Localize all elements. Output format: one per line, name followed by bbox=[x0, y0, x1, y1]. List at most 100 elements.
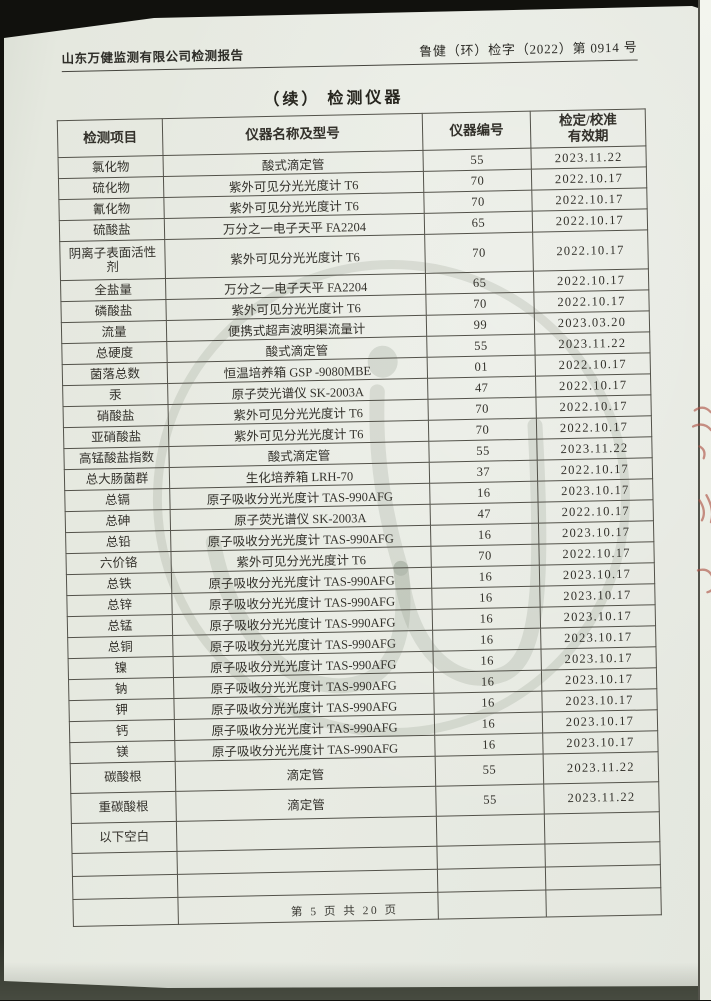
header-cell-number: 仪器编号 bbox=[422, 111, 531, 151]
cell-validity: 2023.10.17 bbox=[537, 478, 654, 503]
cell-number: 16 bbox=[433, 670, 542, 694]
cell-item: 氯化物 bbox=[58, 155, 164, 179]
cell-validity: 2023.10.17 bbox=[539, 562, 655, 587]
cell-validity bbox=[544, 841, 661, 868]
cell-item: 总硬度 bbox=[61, 341, 168, 365]
company-report-title: 山东万健监测有限公司检测报告 bbox=[61, 48, 244, 67]
cell-number: 70 bbox=[424, 232, 534, 274]
cell-validity: 2022.10.17 bbox=[535, 352, 651, 377]
cell-number: 70 bbox=[423, 169, 532, 193]
cell-validity bbox=[545, 864, 661, 891]
cell-validity: 2022.10.17 bbox=[531, 187, 648, 212]
page-header: 山东万健监测有限公司检测报告 鲁健（环）检字（2022）第 0914 号 bbox=[61, 36, 638, 73]
report-number: 鲁健（环）检字（2022）第 0914 号 bbox=[419, 39, 638, 59]
cell-validity: 2022.10.17 bbox=[531, 166, 647, 191]
cell-validity bbox=[545, 887, 662, 918]
cell-number: 16 bbox=[433, 649, 542, 673]
cell-number: 65 bbox=[425, 271, 534, 295]
cell-item: 全盐量 bbox=[60, 278, 166, 302]
cell-number: 70 bbox=[427, 397, 537, 421]
cell-number: 70 bbox=[430, 544, 540, 568]
cell-validity: 2023.10.17 bbox=[538, 520, 654, 545]
cell-item: 阴离子表面活性剂 bbox=[59, 239, 166, 281]
cell-number: 70 bbox=[423, 190, 533, 214]
cell-validity: 2023.10.17 bbox=[542, 730, 659, 755]
cell-number: 55 bbox=[428, 439, 538, 463]
cell-validity: 2022.10.17 bbox=[535, 373, 651, 398]
cell-item: 硝酸盐 bbox=[63, 404, 169, 428]
circular-logo-watermark bbox=[152, 260, 630, 738]
cell-item: 总铅 bbox=[65, 530, 171, 554]
cell-item: 硫酸盐 bbox=[59, 218, 165, 242]
cell-number: 16 bbox=[432, 607, 541, 631]
cell-number: 37 bbox=[429, 460, 538, 484]
cell-validity: 2023.11.22 bbox=[536, 436, 653, 461]
cell-number: 01 bbox=[427, 355, 536, 379]
cell-item: 钾 bbox=[68, 698, 175, 722]
cell-number: 16 bbox=[431, 565, 540, 589]
cell-item: 氰化物 bbox=[58, 197, 165, 221]
cell-number: 47 bbox=[430, 502, 539, 526]
cell-number: 16 bbox=[431, 586, 541, 610]
cell-item: 总铁 bbox=[66, 572, 172, 596]
cell-item: 以下空白 bbox=[71, 821, 177, 854]
cell-validity: 2022.10.17 bbox=[533, 289, 650, 314]
cell-number: 55 bbox=[435, 754, 544, 787]
instrument-table-body: 氯化物 酸式滴定管 55 2023.11.22 硫化物 紫外可见分光光度计 T6 70 202… bbox=[58, 145, 662, 927]
cell-validity: 2022.10.17 bbox=[538, 499, 654, 524]
cell-number: 99 bbox=[426, 313, 535, 337]
cell-validity: 2023.11.22 bbox=[530, 145, 647, 170]
cell-item: 重碳酸根 bbox=[70, 791, 177, 824]
cell-number: 65 bbox=[424, 211, 533, 235]
cell-item bbox=[72, 874, 178, 900]
cell-item: 汞 bbox=[62, 383, 169, 407]
cell-item: 总镉 bbox=[64, 488, 171, 512]
cell-validity: 2022.10.17 bbox=[533, 268, 649, 293]
cell-validity: 2023.10.17 bbox=[540, 646, 657, 671]
cell-validity: 2023.11.22 bbox=[543, 781, 660, 815]
cell-item: 总锌 bbox=[66, 593, 173, 617]
header-validity-line2: 有效期 bbox=[567, 128, 609, 144]
cell-validity: 2023.10.17 bbox=[540, 625, 656, 650]
cell-instrument bbox=[177, 892, 439, 925]
cell-validity: 2022.10.17 bbox=[532, 208, 648, 233]
cell-item bbox=[72, 897, 179, 927]
cell-item: 碳酸根 bbox=[70, 761, 176, 794]
cell-validity: 2022.10.17 bbox=[535, 394, 652, 419]
cell-item: 总铜 bbox=[67, 635, 174, 659]
cell-number bbox=[436, 844, 546, 870]
cell-validity: 2023.10.17 bbox=[539, 583, 656, 608]
cell-instrument: 紫外可见分光光度计 T6 bbox=[164, 234, 426, 279]
header-cell-validity: 检定/校准 有效期 bbox=[530, 108, 646, 149]
cell-number bbox=[437, 890, 547, 920]
cell-item: 流量 bbox=[61, 320, 167, 344]
cell-number: 16 bbox=[434, 712, 543, 736]
cell-item: 亚硝酸盐 bbox=[63, 425, 169, 449]
cell-item: 六价铬 bbox=[65, 551, 172, 575]
cell-validity: 2022.10.17 bbox=[536, 415, 652, 440]
cell-validity: 2022.10.17 bbox=[532, 229, 649, 272]
cell-item: 总锰 bbox=[67, 614, 173, 638]
cell-item: 硫化物 bbox=[58, 176, 164, 200]
cell-item: 菌落总数 bbox=[62, 362, 168, 386]
cell-item: 钠 bbox=[68, 677, 174, 701]
cell-item: 镍 bbox=[68, 656, 174, 680]
cell-number: 16 bbox=[433, 691, 543, 715]
cell-number: 55 bbox=[426, 334, 536, 358]
cell-validity: 2022.10.17 bbox=[538, 541, 655, 566]
cell-number: 16 bbox=[434, 733, 544, 757]
cell-validity: 2023.11.22 bbox=[534, 331, 651, 356]
cell-validity: 2023.10.17 bbox=[541, 667, 657, 692]
cell-number: 55 bbox=[422, 148, 532, 172]
cell-number bbox=[436, 814, 545, 847]
cell-validity: 2023.03.20 bbox=[534, 310, 650, 335]
cell-number: 70 bbox=[428, 418, 537, 442]
cell-number: 70 bbox=[425, 292, 535, 316]
cell-validity: 2023.10.17 bbox=[541, 688, 658, 713]
cell-item: 总大肠菌群 bbox=[64, 467, 170, 491]
instrument-table: 检测项目 仪器名称及型号 仪器编号 检定/校准 有效期 氯化物 酸式滴定管 55 20… bbox=[57, 108, 662, 927]
header-cell-instrument: 仪器名称及型号 bbox=[162, 113, 423, 156]
cell-number: 16 bbox=[430, 523, 539, 547]
